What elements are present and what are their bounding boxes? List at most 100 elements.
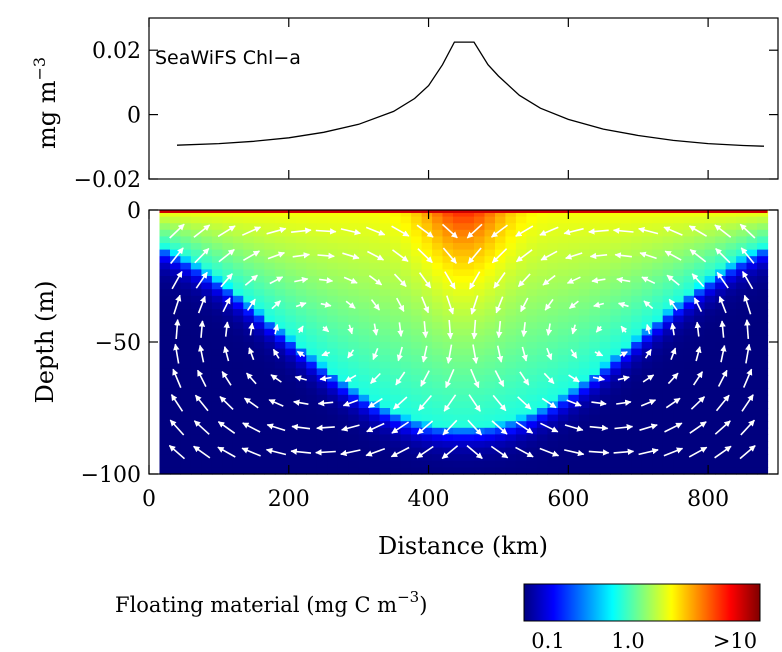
heatmap-cell [757,282,769,290]
heatmap-cell [515,441,527,449]
heatmap-cell [631,223,643,231]
heatmap-cell [295,388,307,396]
velocity-arrow [269,276,284,285]
heatmap-cell [662,414,674,422]
heatmap-cell [589,401,601,409]
heatmap-cell [295,427,307,435]
velocity-arrow [248,322,255,336]
heatmap-cell [453,454,465,462]
heatmap-cell [495,434,507,442]
heatmap-cell [421,434,433,442]
heatmap-cell [411,447,423,455]
heatmap-cell [211,348,223,356]
heatmap-cell [390,216,402,224]
heatmap-cell [348,249,360,257]
heatmap-cell [453,348,465,356]
heatmap-cell [495,447,507,455]
heatmap-cell [348,375,360,383]
heatmap-cell [474,335,486,343]
heatmap-cell [652,328,664,336]
velocity-arrow [367,397,383,409]
heatmap-cell [379,421,391,429]
heatmap-cell [211,315,223,323]
heatmap-cell [243,210,255,218]
heatmap-cell [432,414,444,422]
heatmap-cell [390,381,402,389]
heatmap-cell [358,256,370,264]
heatmap-cell [704,394,716,402]
heatmap-cell [232,368,244,376]
heatmap-cell [348,388,360,396]
heatmap-cell [704,236,716,244]
heatmap-cell [442,434,454,442]
heatmap-cell [715,262,727,270]
heatmap-cell [547,256,559,264]
heatmap-cell [253,460,265,468]
heatmap-cell [610,441,622,449]
heatmap-cell [421,295,433,303]
heatmap-cell [295,381,307,389]
heatmap-cell [211,229,223,237]
heatmap-cell [515,223,527,231]
heatmap-cell [274,421,286,429]
heatmap-cell [725,328,737,336]
heatmap-cell [369,421,381,429]
heatmap-cell [589,335,601,343]
velocity-arrow [690,396,706,410]
heatmap-cell [453,335,465,343]
velocity-arrow [689,248,707,263]
heatmap-cell [474,315,486,323]
heatmap-cell [211,401,223,409]
heatmap-cell [673,282,685,290]
heatmap-cell [390,289,402,297]
heatmap-cell [232,282,244,290]
heatmap-cell [295,467,307,475]
heatmap-cell [474,249,486,257]
heatmap-cell [662,348,674,356]
velocity-arrow [595,325,603,333]
velocity-arrow [372,323,379,336]
heatmap-cell [253,368,265,376]
heatmap-cell [547,269,559,277]
heatmap-cell [694,229,706,237]
heatmap-cell [348,401,360,409]
velocity-arrow [345,300,356,309]
heatmap-cell [526,361,538,369]
heatmap-cell [159,355,171,363]
bottom-xtick-label: 0 [142,487,156,512]
heatmap-cell [746,460,758,468]
heatmap-cell [400,322,412,330]
heatmap-cell [746,243,758,251]
heatmap-cell [547,216,559,224]
heatmap-cell [746,309,758,317]
heatmap-cell [400,289,412,297]
velocity-arrow [242,422,261,433]
heatmap-cell [211,368,223,376]
heatmap-cell [526,368,538,376]
heatmap-cell [568,454,580,462]
heatmap-cell [348,269,360,277]
velocity-arrow [347,349,355,359]
heatmap-cell [264,276,276,284]
heatmap-cell [725,368,737,376]
heatmap-cell [222,335,234,343]
heatmap-cell [589,460,601,468]
heatmap-cell [253,256,265,264]
heatmap-cell [715,434,727,442]
heatmap-cell [453,388,465,396]
heatmap-cell [610,467,622,475]
heatmap-cell [432,427,444,435]
heatmap-cell [316,262,328,270]
heatmap-cell [316,441,328,449]
velocity-arrow [421,296,430,314]
heatmap-cell [327,289,339,297]
heatmap-cell [285,302,297,310]
heatmap-cell [274,375,286,383]
heatmap-cell [715,454,727,462]
heatmap-cell [432,447,444,455]
heatmap-cell [526,269,538,277]
heatmap-cell [285,210,297,218]
heatmap-cell [620,408,632,416]
heatmap-cell [159,421,171,429]
heatmap-cell [295,460,307,468]
